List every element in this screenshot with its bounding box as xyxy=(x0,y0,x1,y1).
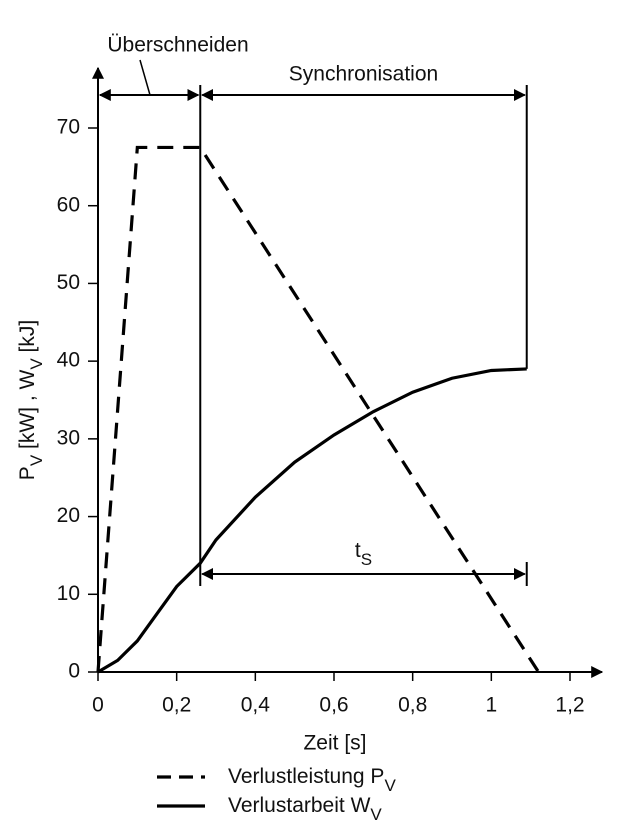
legend-sub: V xyxy=(370,805,382,824)
y-tick-label: 60 xyxy=(57,193,80,216)
series-line xyxy=(96,145,540,673)
x-tick-label: 0,8 xyxy=(398,694,427,717)
y-tick-label: 20 xyxy=(57,504,80,527)
y-axis-label-part: [kJ] xyxy=(16,320,39,359)
x-tick-label: 0,6 xyxy=(319,694,348,717)
y-tick-label: 30 xyxy=(57,426,80,449)
x-axis-label: Zeit [s] xyxy=(303,732,366,755)
legend-label: Verlustarbeit WV xyxy=(228,794,382,824)
x-tick-label: 0,4 xyxy=(241,694,271,717)
series-line xyxy=(97,367,527,674)
y-axis-label-part: V xyxy=(27,454,46,466)
legend-sub: V xyxy=(384,776,396,795)
phase-label: Überschneiden xyxy=(107,34,248,57)
y-tick-label: 10 xyxy=(57,582,80,605)
y-axis-label-part: P xyxy=(16,466,39,480)
legend-label: Verlustleistung PV xyxy=(228,765,396,795)
ts-label-main: t xyxy=(355,539,361,562)
y-tick-label: 40 xyxy=(57,349,80,372)
ts-label: tS xyxy=(355,539,372,569)
y-axis-label-part: [kW] , W xyxy=(16,370,39,455)
x-tick-label: 1 xyxy=(485,694,497,717)
x-tick-label: 0,2 xyxy=(162,694,191,717)
legend-name: Verlustarbeit W xyxy=(228,794,371,817)
ts-label-sub: S xyxy=(361,550,372,569)
y-axis-label: PV [kW] , WV [kJ] xyxy=(16,320,46,480)
x-tick-label: 0 xyxy=(92,694,104,717)
y-axis-label-part: V xyxy=(27,358,46,370)
y-tick-label: 0 xyxy=(68,660,80,683)
phase-label: Synchronisation xyxy=(289,63,438,86)
y-tick-label: 50 xyxy=(57,271,80,294)
x-tick-label: 1,2 xyxy=(555,694,584,717)
legend-name: Verlustleistung P xyxy=(228,765,384,788)
leader-line xyxy=(139,59,151,96)
y-tick-label: 70 xyxy=(57,116,80,139)
